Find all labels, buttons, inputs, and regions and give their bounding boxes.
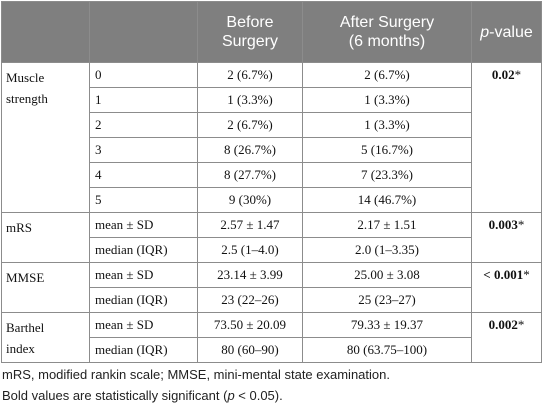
header-after-line1: After Surgery	[339, 14, 435, 31]
header-p-value: p-value	[471, 1, 542, 63]
significance-marker: *	[517, 217, 525, 232]
header-p-italic: p	[480, 23, 490, 41]
value-before-surgery: 73.50 ± 20.09	[197, 312, 303, 338]
header-before-line1: Before	[226, 14, 274, 31]
table-row: Barthel index mean ± SD 73.50 ± 20.09 79.33 …	[1, 312, 542, 363]
header-after-surgery: After Surgery (6 months)	[302, 1, 472, 63]
value-after-surgery: 79.33 ± 19.37	[302, 312, 472, 338]
table-row: mRS mean ± SD 2.57 ± 1.47 2.17 ± 1.51 0.003*	[1, 212, 542, 263]
results-table: Before Surgery After Surgery (6 months) …	[1, 1, 542, 363]
p-value-number: 0.02	[491, 67, 515, 82]
row-label: 1	[89, 87, 198, 113]
group-label-line1: MMSE	[6, 270, 45, 285]
header-after-line2: (6 months)	[348, 33, 426, 50]
value-before-surgery: 9 (30%)	[197, 187, 303, 213]
value-after-surgery: 80 (63.75–100)	[302, 337, 472, 363]
p-value-number: 0.002	[488, 317, 518, 332]
table-row: Muscle strength 0 2 (6.7%) 2 (6.7%) 0.02*	[1, 62, 542, 213]
row-label: median (IQR)	[89, 287, 198, 313]
group-label: MMSE	[1, 262, 90, 313]
value-before-surgery: 23.14 ± 3.99	[197, 262, 303, 288]
row-label: 0	[89, 62, 198, 88]
group-label-line1: Muscle	[6, 70, 45, 85]
group-label-line1: mRS	[6, 220, 33, 235]
value-after-surgery: 7 (23.3%)	[302, 162, 472, 188]
footnote-significance: Bold values are statistically significan…	[2, 388, 283, 403]
p-value: 0.02*	[471, 62, 542, 213]
value-before-surgery: 2.5 (1–4.0)	[197, 237, 303, 263]
value-after-surgery: 1 (3.3%)	[302, 87, 472, 113]
row-label: 5	[89, 187, 198, 213]
p-value-number: < 0.001	[483, 267, 524, 282]
p-value: 0.003*	[471, 212, 542, 263]
value-after-surgery: 2.17 ± 1.51	[302, 212, 472, 238]
value-after-surgery: 2 (6.7%)	[302, 62, 472, 88]
footnote-sig-prefix: Bold values are statistically significan…	[2, 388, 228, 403]
header-row: Before Surgery After Surgery (6 months) …	[1, 1, 542, 63]
value-before-surgery: 8 (27.7%)	[197, 162, 303, 188]
p-value: 0.002*	[471, 312, 542, 363]
significance-marker: *	[523, 267, 530, 282]
p-value-number: 0.003	[488, 217, 518, 232]
row-label: mean ± SD	[89, 212, 198, 238]
value-before-surgery: 2.57 ± 1.47	[197, 212, 303, 238]
value-before-surgery: 2 (6.7%)	[197, 62, 303, 88]
header-before-surgery: Before Surgery	[197, 1, 303, 63]
value-after-surgery: 14 (46.7%)	[302, 187, 472, 213]
value-after-surgery: 5 (16.7%)	[302, 137, 472, 163]
value-before-surgery: 80 (60–90)	[197, 337, 303, 363]
footnote-abbreviations: mRS, modified rankin scale; MMSE, mini-m…	[2, 367, 390, 382]
table-row: median (IQR) 80 (60–90) 80 (63.75–100)	[2, 337, 542, 363]
row-label: 2	[89, 112, 198, 138]
header-p-rest: -value	[489, 23, 533, 41]
table-row: median (IQR) 23 (22–26) 25 (23–27)	[2, 287, 542, 313]
row-label: mean ± SD	[89, 312, 198, 338]
value-after-surgery: 25.00 ± 3.08	[302, 262, 472, 288]
footnote-sig-p: p	[227, 388, 235, 403]
value-after-surgery: 1 (3.3%)	[302, 112, 472, 138]
value-before-surgery: 8 (26.7%)	[197, 137, 303, 163]
group-label: Barthel index	[1, 312, 90, 363]
header-sub-cell	[89, 1, 198, 63]
row-label: mean ± SD	[89, 262, 198, 288]
header-group-cell	[1, 1, 90, 63]
table-row: MMSE mean ± SD 23.14 ± 3.99 25.00 ± 3.08 < 0…	[1, 262, 542, 313]
group-label-line2: strength	[6, 91, 48, 106]
group-label: mRS	[1, 212, 90, 263]
value-after-surgery: 25 (23–27)	[302, 287, 472, 313]
group-label-line2: index	[6, 341, 35, 356]
significance-marker: *	[517, 317, 525, 332]
value-before-surgery: 23 (22–26)	[197, 287, 303, 313]
group-label: Muscle strength	[1, 62, 90, 213]
significance-marker: *	[514, 67, 522, 82]
group-label-line1: Barthel	[6, 320, 45, 335]
row-label: median (IQR)	[89, 337, 198, 363]
row-label: 3	[89, 137, 198, 163]
header-before-line2: Surgery	[221, 33, 279, 50]
value-before-surgery: 2 (6.7%)	[197, 112, 303, 138]
value-before-surgery: 1 (3.3%)	[197, 87, 303, 113]
table-body: Muscle strength 0 2 (6.7%) 2 (6.7%) 0.02* 1 1 (…	[1, 62, 542, 363]
row-label: median (IQR)	[89, 237, 198, 263]
p-value: < 0.001*	[471, 262, 542, 313]
row-label: 4	[89, 162, 198, 188]
value-after-surgery: 2.0 (1–3.35)	[302, 237, 472, 263]
footnote-sig-suffix: < 0.05).	[234, 388, 283, 403]
